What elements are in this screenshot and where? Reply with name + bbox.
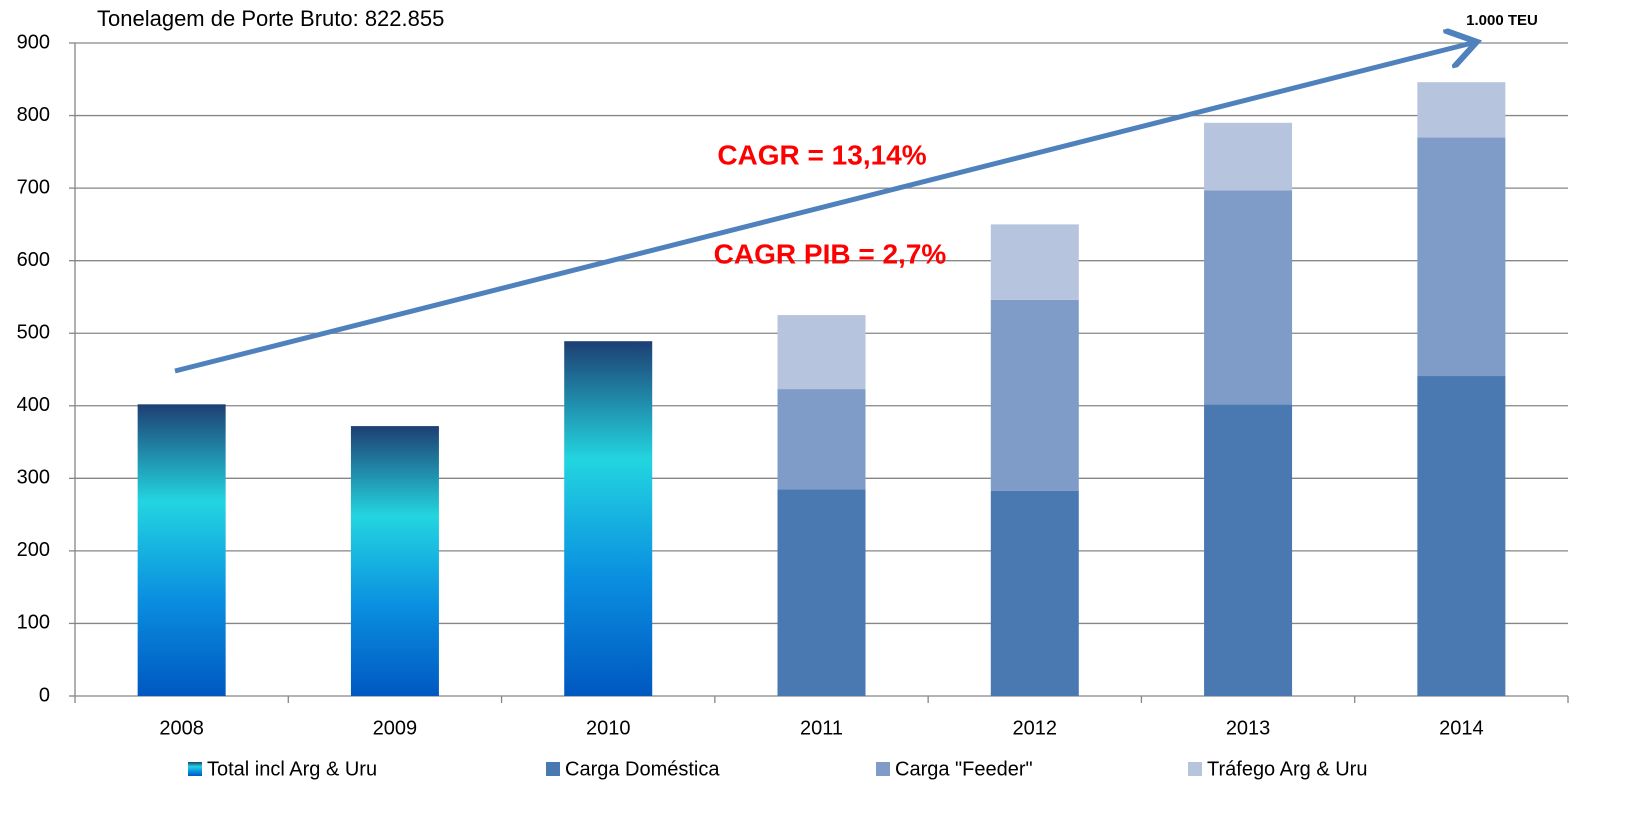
x-tick-label: 2009 [373,717,418,739]
bar [1417,376,1506,696]
annotation: CAGR PIB = 2,7% [714,238,947,269]
bar [137,404,226,696]
bar [564,341,653,696]
bar [350,426,439,696]
y-tick-label: 800 [17,104,50,126]
y-tick-label: 700 [17,176,50,198]
bar [990,490,1079,696]
legend-swatch [1188,762,1202,776]
legend-label: Tráfego Arg & Uru [1207,758,1367,780]
annotation: CAGR = 13,14% [717,139,926,170]
legend-swatch [546,762,560,776]
legend-label: Carga Doméstica [565,758,720,780]
y-tick-label: 600 [17,249,50,271]
bar [1417,137,1506,377]
bar [1417,82,1506,138]
annotation: 1.000 TEU [1466,12,1538,29]
bar [777,389,866,490]
trend-arrow [174,43,1472,374]
bar [1204,404,1293,696]
chart-title: Tonelagem de Porte Bruto: 822.855 [97,6,444,31]
x-tick-label: 2014 [1439,717,1484,739]
bar [1204,122,1293,191]
y-tick-label: 100 [17,612,50,634]
legend-swatch [188,762,202,776]
x-tick-label: 2011 [800,717,843,739]
y-tick-label: 900 [17,31,50,53]
x-tick-label: 2008 [159,717,204,739]
plot: 0 100 200 300 400 500 600 700 800 900 2008 2009 2010… [17,31,1569,739]
bar [777,315,866,390]
y-tick-label: 400 [17,394,50,416]
y-tick-label: 200 [17,539,50,561]
x-tick-label: 2013 [1226,717,1271,739]
x-tick-label: 2012 [1013,717,1058,739]
y-tick-label: 300 [17,467,50,489]
legend-swatch [876,762,890,776]
x-tick-label: 2010 [586,717,631,739]
bar [1204,190,1293,405]
bar [990,299,1079,491]
legend-label: Total incl Arg & Uru [207,758,377,780]
bar [990,224,1079,300]
bar [777,489,866,696]
legend-label: Carga "Feeder" [895,758,1033,780]
y-tick-label: 500 [17,322,50,344]
y-tick-label: 0 [39,684,50,706]
